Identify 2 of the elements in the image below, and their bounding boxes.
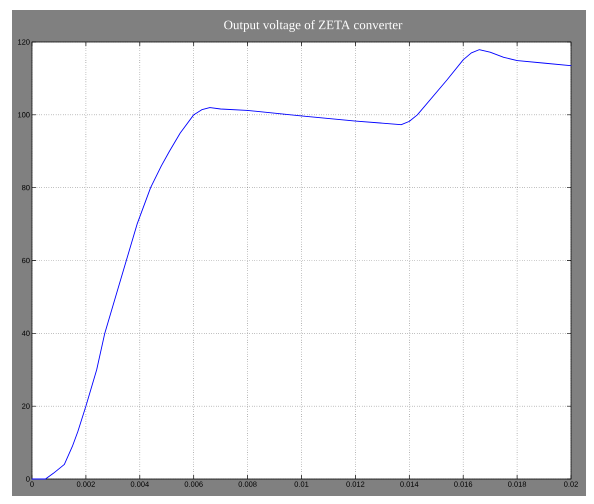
- line-series: [32, 49, 572, 480]
- chart-title: Output voltage of ZETA converter: [224, 20, 402, 32]
